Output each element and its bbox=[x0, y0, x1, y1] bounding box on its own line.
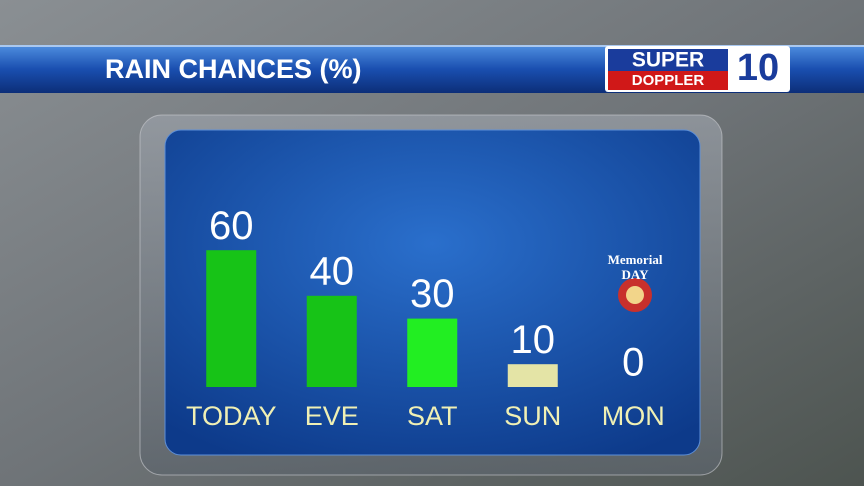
bar bbox=[306, 295, 357, 387]
logo-text: DOPPLER bbox=[632, 72, 705, 89]
value-label: 60 bbox=[209, 204, 254, 248]
value-label: 30 bbox=[410, 272, 455, 316]
annotation: DAY bbox=[622, 267, 650, 282]
x-tick-label: SAT bbox=[407, 401, 458, 431]
logo-bottom bbox=[608, 71, 728, 90]
value-label: 0 bbox=[622, 341, 644, 385]
chart-title: RAIN CHANCES (%) bbox=[105, 54, 362, 84]
logo-top bbox=[608, 49, 728, 71]
badge-center bbox=[626, 286, 644, 304]
x-tick-label: SUN bbox=[504, 401, 561, 431]
x-tick-label: MON bbox=[602, 401, 665, 431]
bar bbox=[507, 364, 558, 387]
value-label: 10 bbox=[511, 318, 556, 362]
panel bbox=[164, 129, 701, 456]
value-label: 40 bbox=[310, 249, 355, 293]
logo: SUPER DOPPLER 10 bbox=[605, 46, 790, 92]
bar bbox=[206, 250, 257, 387]
x-tick-label: EVE bbox=[305, 401, 359, 431]
x-tick-label: TODAY bbox=[186, 401, 277, 431]
header-edge bbox=[0, 45, 864, 47]
holiday-badge: Memorial DAY bbox=[608, 252, 663, 312]
logo-text: SUPER bbox=[632, 49, 704, 72]
bar bbox=[407, 318, 458, 387]
annotation: Memorial bbox=[608, 252, 663, 267]
logo-number: 10 bbox=[737, 47, 779, 89]
